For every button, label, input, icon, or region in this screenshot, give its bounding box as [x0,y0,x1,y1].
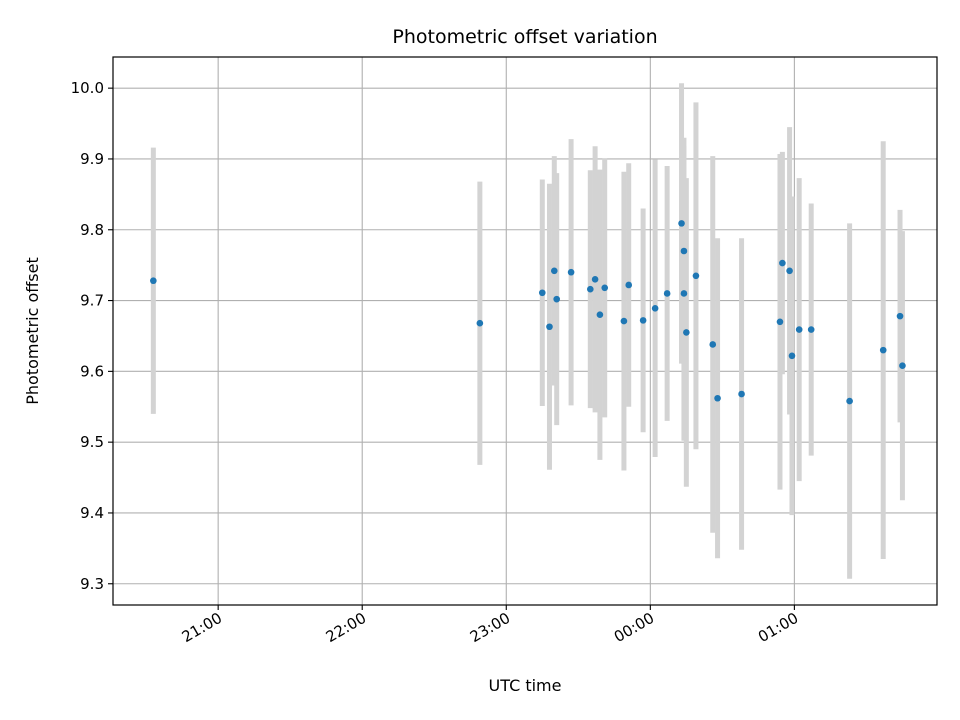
y-tick-label: 9.9 [80,150,104,168]
y-tick-label: 10.0 [71,79,104,97]
y-tick-label: 9.6 [80,362,104,380]
data-point [625,281,633,289]
y-tick-label: 9.3 [80,575,104,593]
data-point [150,277,157,285]
data-point [651,305,659,312]
data-point [553,295,560,303]
chart-title: Photometric offset variation [392,26,657,48]
data-point [738,390,745,398]
data-point [680,290,688,297]
data-point [776,318,784,326]
data-point [587,285,594,293]
y-tick-label: 9.4 [80,504,104,522]
data-point [567,268,575,276]
plot-frame [112,56,938,606]
y-tick-label: 9.8 [80,221,104,239]
data-point [788,352,796,360]
data-point [846,397,853,405]
point-layer [150,220,906,405]
data-point [899,362,906,369]
data-point [550,267,558,275]
data-point [795,326,803,333]
y-axis-ticks: 9.3 9.4 9.5 9.6 9.7 9.8 9.9 10.0 [71,79,113,593]
data-point [620,317,628,325]
data-point [683,329,690,336]
x-axis-label: UTC time [489,676,562,695]
data-point [786,267,793,275]
data-point [879,346,887,354]
data-point [663,290,671,297]
data-point [639,317,647,324]
data-point [538,289,546,297]
data-point [601,284,609,292]
data-point [896,312,904,320]
data-point [709,341,717,348]
data-point [678,220,685,227]
data-point [591,276,599,283]
data-point [680,247,688,255]
data-point [476,319,484,327]
data-point [714,394,721,402]
data-point [779,259,786,267]
y-tick-label: 9.7 [80,292,104,310]
y-axis-label: Photometric offset [23,257,42,405]
data-point [692,272,700,280]
data-point [807,326,815,333]
y-tick-label: 9.5 [80,433,104,451]
data-point [546,323,553,331]
data-point [596,311,604,319]
